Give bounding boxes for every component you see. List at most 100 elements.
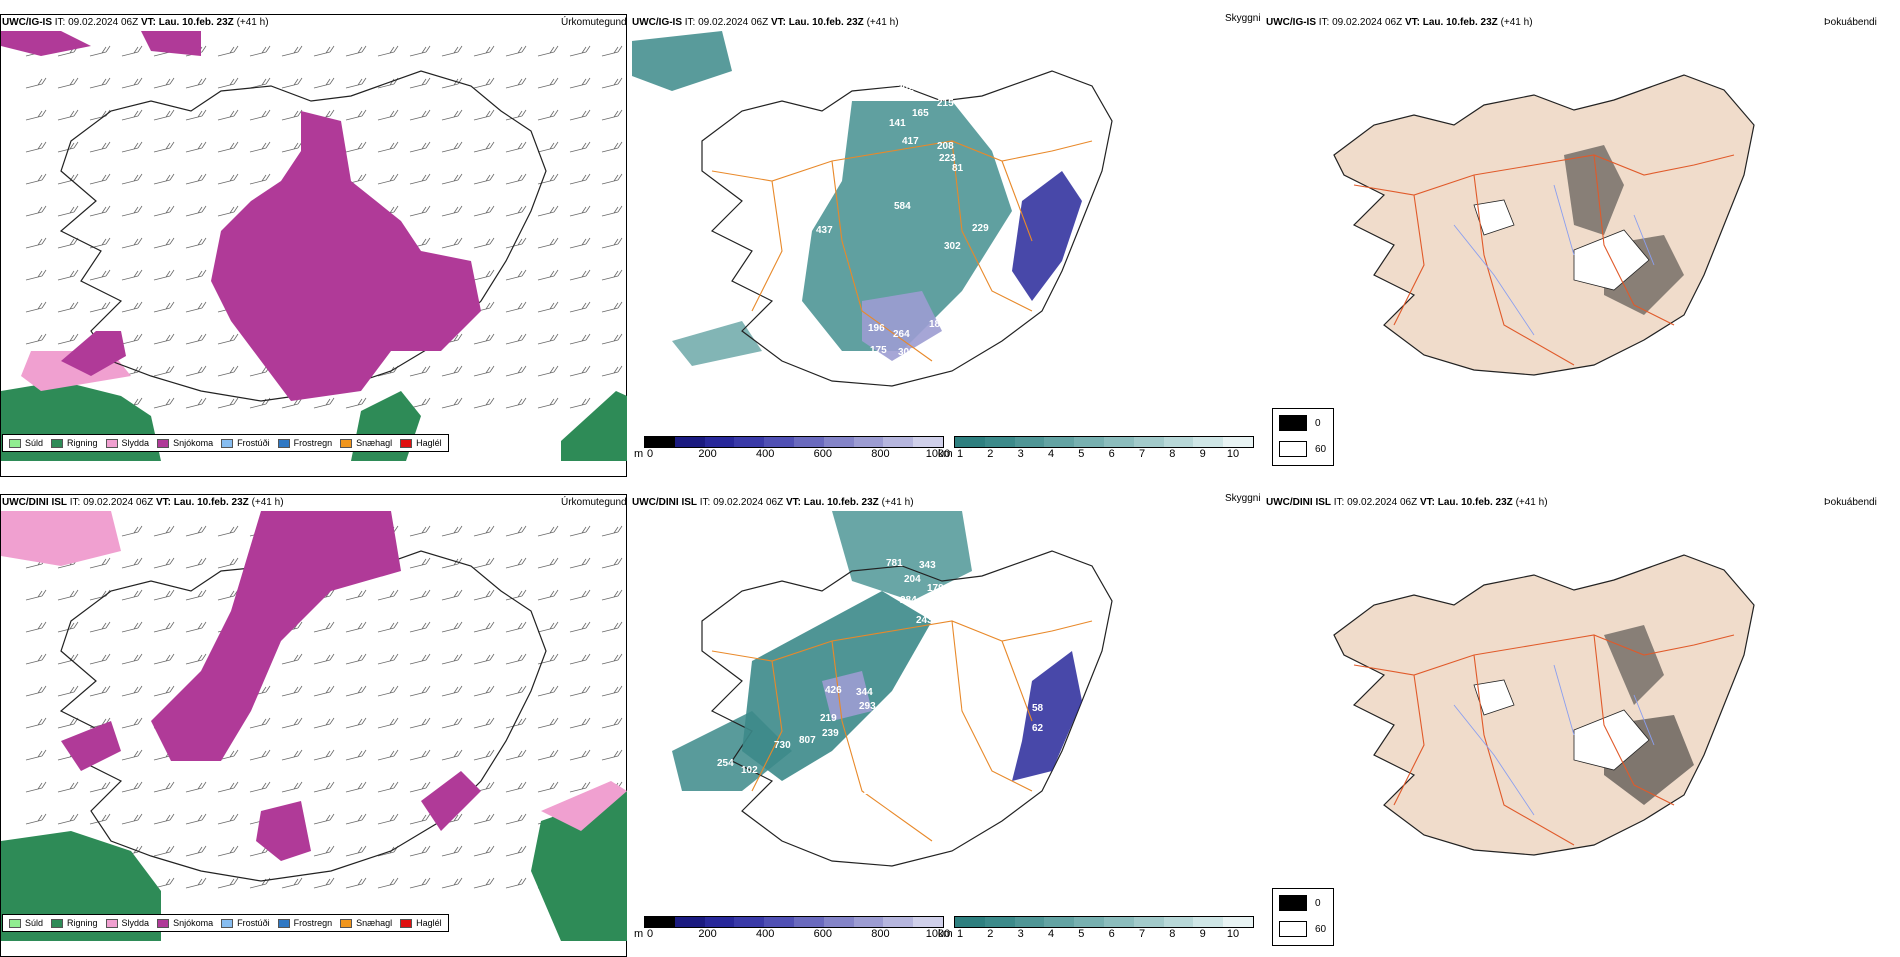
wind-barb <box>409 45 431 57</box>
wind-barb <box>217 77 239 89</box>
fog-legend-swatch <box>1279 895 1307 911</box>
wind-barb <box>89 109 111 121</box>
fog-panel-row2: UWC/DINI ISL IT: 09.02.2024 06Z VT: Lau.… <box>1264 480 1900 950</box>
wind-barb <box>441 589 463 601</box>
snow-area-3 <box>256 801 311 861</box>
run-info-header: UWC/DINI ISL IT: 09.02.2024 06Z VT: Lau.… <box>632 497 914 508</box>
wind-barb <box>153 557 175 569</box>
colorbar-segment <box>1193 437 1224 447</box>
legend-swatch <box>340 438 353 448</box>
wind-barb <box>441 397 463 409</box>
wind-barb <box>473 109 495 121</box>
wind-barb <box>377 173 399 185</box>
wind-barb <box>281 77 303 89</box>
cloud-base-height-label: 437 <box>816 225 833 236</box>
wind-barb <box>57 333 79 345</box>
colorbar-segment <box>1223 917 1253 927</box>
cloud-title: Skyggni <box>1225 493 1261 504</box>
colorbar-segment <box>1133 437 1164 447</box>
wind-barb <box>537 269 559 281</box>
wind-barb <box>537 45 559 57</box>
run-info-header: UWC/DINI ISL IT: 09.02.2024 06Z VT: Lau.… <box>2 497 284 508</box>
wind-barb <box>25 333 47 345</box>
cloud-base-height-label: 239 <box>822 728 839 739</box>
cloud-base-height-label: 243 <box>916 615 933 626</box>
legend-swatch <box>51 918 64 928</box>
wind-barb <box>345 621 367 633</box>
wind-barb <box>281 717 303 729</box>
cloud-base-height-label: 264 <box>893 329 910 340</box>
wind-barb <box>569 141 591 153</box>
wind-barb <box>313 621 335 633</box>
wind-barb <box>377 589 399 601</box>
wind-barb <box>505 589 527 601</box>
wind-barb <box>601 109 623 121</box>
wind-barb <box>153 77 175 89</box>
visibility-colorbar <box>954 436 1254 448</box>
wind-barb <box>569 397 591 409</box>
wind-barb <box>121 589 143 601</box>
road-network <box>711 140 1093 362</box>
colorbar-segment <box>984 437 1015 447</box>
wind-barb <box>185 205 207 217</box>
wind-barb <box>185 173 207 185</box>
colorbar-segment <box>674 437 705 447</box>
snow-area-3 <box>1 31 91 56</box>
wind-barb <box>249 717 271 729</box>
legend-swatch <box>221 438 234 448</box>
wind-barb <box>153 109 175 121</box>
wind-barb <box>537 173 559 185</box>
vt-label: VT: <box>770 17 786 28</box>
wind-barb <box>345 109 367 121</box>
colorbar-segment <box>764 917 794 927</box>
wind-barb <box>153 333 175 345</box>
wind-barb <box>217 813 239 825</box>
wind-barb <box>409 557 431 569</box>
wind-barb <box>121 653 143 665</box>
sleet-area <box>1 511 121 566</box>
wind-barb <box>569 717 591 729</box>
wind-barb <box>537 557 559 569</box>
wind-barb <box>505 621 527 633</box>
legend-swatch <box>9 918 21 928</box>
wind-barb <box>249 109 271 121</box>
wind-barb <box>601 301 623 313</box>
cloud-base-height-label: 584 <box>894 201 911 212</box>
wind-barb <box>153 653 175 665</box>
legend-label: Frostúði <box>237 918 270 928</box>
cloud-base-height-label: 179 <box>927 583 944 594</box>
colorbar-segment <box>1163 917 1194 927</box>
wind-barb <box>441 717 463 729</box>
legend-swatch <box>340 918 353 928</box>
colorbar-tick-label: 7 <box>1138 448 1146 460</box>
wind-barb <box>441 525 463 537</box>
wind-barb <box>473 717 495 729</box>
colorbar-tick-label: 1000 <box>925 928 951 940</box>
precip-map <box>1 31 627 461</box>
run-info-header: UWC/IG-IS IT: 09.02.2024 06Z VT: Lau. 10… <box>2 17 269 28</box>
wind-barb <box>409 877 431 889</box>
legend-label: Snjókoma <box>173 438 214 448</box>
wind-barb <box>25 205 47 217</box>
wind-barb <box>409 77 431 89</box>
wind-barb <box>313 653 335 665</box>
wind-barb <box>473 525 495 537</box>
wind-barb <box>89 269 111 281</box>
colorbar-segment <box>1163 437 1194 447</box>
visibility-colorbar <box>954 916 1254 928</box>
legend-swatch <box>221 918 234 928</box>
legend-item-rigning: Rigning <box>51 438 98 448</box>
wind-barb <box>153 621 175 633</box>
wind-barb <box>409 749 431 761</box>
colorbar-segment <box>674 917 705 927</box>
colorbar-segment <box>853 917 884 927</box>
colorbar-tick-label: 1000 <box>925 448 951 460</box>
colorbar-tick-label: 600 <box>813 928 832 940</box>
wind-barb <box>505 717 527 729</box>
wind-barb <box>473 269 495 281</box>
colorbar-tick-label: 800 <box>871 448 890 460</box>
wind-barb <box>441 237 463 249</box>
wind-barb <box>57 237 79 249</box>
low-vis-area <box>832 511 972 601</box>
vt-label: VT: <box>140 17 156 28</box>
